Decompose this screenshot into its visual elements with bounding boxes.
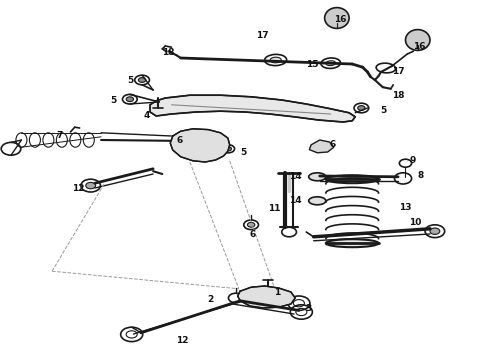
Text: 6: 6 — [250, 230, 256, 239]
Text: 18: 18 — [392, 91, 405, 100]
Polygon shape — [238, 286, 295, 308]
Text: 12: 12 — [72, 184, 85, 193]
Text: 17: 17 — [392, 67, 405, 76]
Polygon shape — [309, 140, 334, 153]
Text: 14: 14 — [289, 196, 301, 205]
Text: 12: 12 — [176, 336, 189, 345]
Text: 5: 5 — [240, 148, 246, 157]
Text: 18: 18 — [162, 48, 174, 57]
Text: 5: 5 — [127, 76, 133, 85]
Text: 13: 13 — [399, 203, 412, 212]
Circle shape — [138, 78, 146, 82]
Circle shape — [225, 147, 232, 151]
Text: 14: 14 — [289, 172, 301, 181]
Text: 15: 15 — [306, 60, 318, 69]
Ellipse shape — [326, 175, 379, 183]
Ellipse shape — [309, 173, 326, 181]
Text: 11: 11 — [268, 203, 281, 212]
Circle shape — [126, 97, 133, 102]
Text: 7: 7 — [56, 131, 63, 140]
Ellipse shape — [326, 61, 336, 66]
Circle shape — [188, 143, 195, 147]
Text: 6: 6 — [176, 136, 182, 145]
Ellipse shape — [309, 197, 326, 205]
Ellipse shape — [406, 30, 430, 50]
Text: 6: 6 — [330, 140, 336, 149]
Polygon shape — [150, 95, 355, 122]
Ellipse shape — [326, 239, 379, 247]
Text: 8: 8 — [417, 171, 424, 180]
Text: 2: 2 — [207, 296, 213, 305]
Ellipse shape — [270, 57, 281, 63]
Text: 5: 5 — [110, 95, 117, 104]
Text: 16: 16 — [414, 41, 426, 50]
Text: 1: 1 — [274, 288, 281, 297]
Circle shape — [247, 222, 255, 227]
Circle shape — [430, 228, 440, 234]
Circle shape — [358, 105, 365, 111]
Text: 5: 5 — [380, 105, 386, 114]
Text: 10: 10 — [409, 217, 421, 226]
Polygon shape — [171, 129, 230, 162]
Text: 4: 4 — [144, 111, 150, 120]
Circle shape — [86, 183, 96, 189]
Text: 3: 3 — [305, 304, 311, 313]
Text: 16: 16 — [334, 15, 346, 24]
Ellipse shape — [325, 8, 349, 28]
Text: 17: 17 — [256, 31, 269, 40]
Text: 9: 9 — [409, 156, 416, 165]
